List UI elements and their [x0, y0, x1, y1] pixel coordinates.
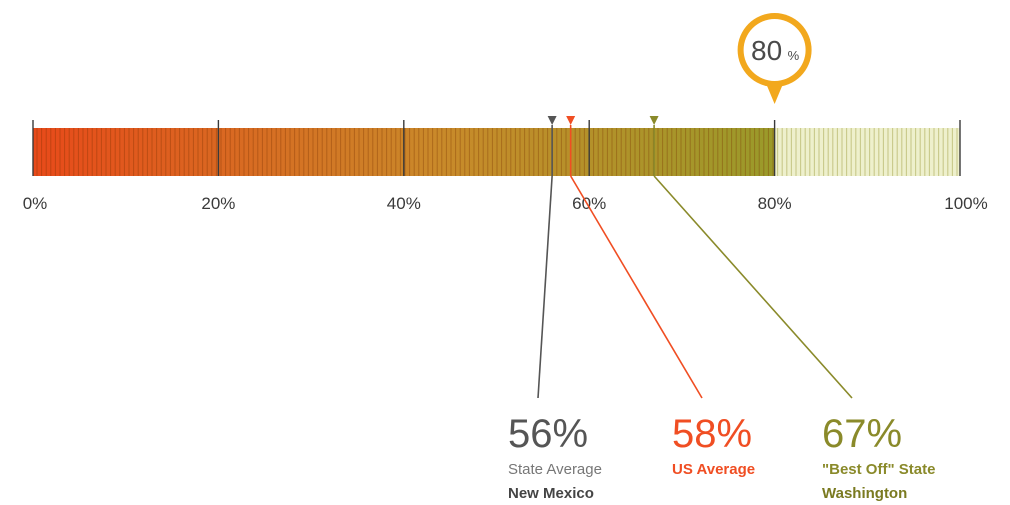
value-callout: 80%	[737, 13, 812, 104]
marker-label-line1: "Best Off" State	[822, 461, 935, 478]
tick-label: 0%	[23, 194, 48, 213]
marker-label-line1: US Average	[672, 461, 755, 478]
marker-label-line2: New Mexico	[508, 485, 594, 502]
callout-inner	[743, 19, 806, 81]
callout-unit: %	[788, 48, 800, 63]
marker-58: 58% US Average	[566, 116, 755, 478]
leader-line	[537, 175, 553, 399]
bar-group	[33, 128, 960, 176]
marker-pointer	[547, 116, 557, 125]
leader-line	[653, 175, 853, 399]
tick-label: 40%	[387, 194, 421, 213]
tick-label: 80%	[758, 194, 792, 213]
marker-label-line2: Washington	[822, 485, 907, 502]
bar-stripes	[36, 128, 958, 176]
axis-ticks: 0% 20% 40% 60% 80% 100%	[23, 120, 988, 213]
tick-label: 60%	[572, 194, 606, 213]
marker-67: 67% "Best Off" State Washington	[649, 116, 935, 502]
marker-56: 56% State Average New Mexico	[508, 116, 602, 502]
marker-percent: 56%	[508, 412, 588, 456]
marker-percent: 58%	[672, 412, 752, 456]
tick-label: 20%	[201, 194, 235, 213]
marker-pointer	[649, 116, 659, 125]
leader-line	[569, 175, 703, 399]
tick-label: 100%	[944, 194, 987, 213]
marker-pointer	[566, 116, 576, 125]
marker-percent: 67%	[822, 412, 902, 456]
callout-value: 80	[751, 35, 782, 66]
marker-label-line1: State Average	[508, 461, 602, 478]
